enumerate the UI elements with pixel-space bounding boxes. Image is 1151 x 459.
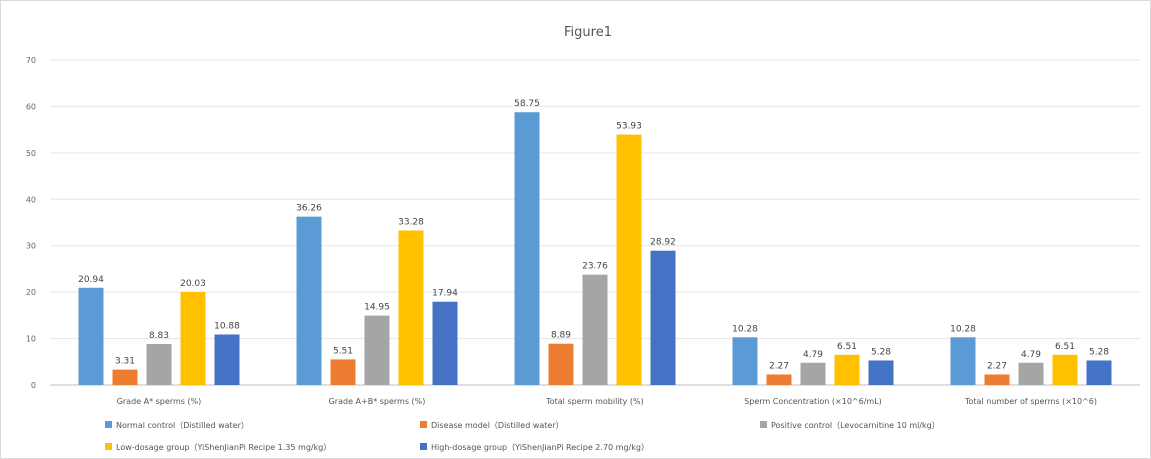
data-label: 10.28: [950, 324, 976, 334]
y-tick-label: 50: [26, 149, 36, 158]
data-label: 5.51: [333, 346, 353, 356]
x-category-label: Sperm Concentration (×10^6/mL): [744, 397, 882, 406]
data-label: 17.94: [432, 289, 458, 299]
data-label: 6.51: [1055, 342, 1075, 352]
data-label: 2.27: [769, 361, 789, 371]
data-label: 8.89: [551, 331, 571, 341]
data-label: 6.51: [837, 342, 857, 352]
bar: [514, 112, 540, 385]
legend-entry: Positive control（Levocarnitine 10 ml/kg）: [771, 421, 940, 430]
x-category-label: Total sperm mobility (%): [545, 397, 644, 406]
bar: [616, 134, 642, 385]
data-label: 10.88: [214, 321, 240, 331]
y-axis-ticks: 0 10 20 30 40 50 60 70: [26, 56, 36, 390]
legend-entry: High-dosage group（YiShenJianPi Recipe 2.…: [431, 443, 649, 452]
y-tick-label: 10: [26, 335, 36, 344]
bar: [766, 374, 792, 385]
bar: [548, 343, 574, 385]
data-label: 33.28: [398, 217, 424, 227]
bar: [146, 344, 172, 385]
data-label: 36.26: [296, 204, 322, 214]
legend-swatch: [420, 421, 427, 428]
bar: [112, 369, 138, 385]
bar: [214, 334, 240, 385]
data-label: 58.75: [514, 99, 540, 109]
bar: [950, 337, 976, 385]
y-tick-label: 60: [26, 102, 36, 111]
bar: [800, 362, 826, 385]
data-label: 23.76: [582, 262, 608, 272]
bar: [984, 374, 1010, 385]
bar: [1086, 360, 1112, 385]
data-labels: 20.94 3.31 8.83 20.03 10.88 36.26 5.51 14.95 33.…: [78, 99, 1109, 371]
data-label: 2.27: [987, 361, 1007, 371]
y-tick-label: 0: [31, 381, 36, 390]
legend-entry: Normal control（Distilled water）: [116, 421, 249, 430]
bar: [732, 337, 758, 385]
data-label: 20.03: [180, 279, 206, 289]
y-tick-label: 20: [26, 288, 36, 297]
bar: [180, 292, 206, 385]
data-label: 8.83: [149, 331, 169, 341]
x-category-label: Total number of sperms (×10^6): [964, 397, 1097, 406]
bar: [330, 359, 356, 385]
x-category-label: Grade A+B* sperms (%): [329, 397, 426, 406]
data-label: 53.93: [616, 122, 642, 132]
data-label: 20.94: [78, 275, 104, 285]
data-label: 10.28: [732, 324, 758, 334]
bar: [868, 360, 894, 385]
x-category-label: Grade A* sperms (%): [117, 397, 202, 406]
data-label: 28.92: [650, 238, 676, 248]
bar: [398, 230, 424, 385]
legend-entry: Disease model（Distilled water）: [431, 421, 564, 430]
bar: [1052, 354, 1078, 385]
y-tick-label: 70: [26, 56, 36, 65]
bar: [364, 315, 390, 385]
data-label: 4.79: [1021, 350, 1041, 360]
y-tick-label: 30: [26, 242, 36, 251]
bar: [582, 274, 608, 385]
data-label: 5.28: [871, 347, 891, 357]
bar: [296, 216, 322, 385]
legend-entry: Low-dosage group（YiShenJianPi Recipe 1.3…: [116, 443, 331, 452]
legend-swatch: [760, 421, 767, 428]
x-axis-categories: Grade A* sperms (%) Grade A+B* sperms (%)…: [117, 397, 1097, 406]
bar: [834, 354, 860, 385]
legend-swatch: [420, 443, 427, 450]
data-label: 3.31: [115, 357, 135, 367]
y-tick-label: 40: [26, 195, 36, 204]
bar: [1018, 362, 1044, 385]
legend-swatch: [105, 421, 112, 428]
chart-title: Figure1: [564, 25, 612, 40]
bar: [432, 301, 458, 385]
data-label: 4.79: [803, 350, 823, 360]
bar: [78, 287, 104, 385]
bars: [78, 112, 1112, 385]
data-label: 5.28: [1089, 347, 1109, 357]
legend: Normal control（Distilled water） Disease m…: [105, 421, 940, 452]
data-label: 14.95: [364, 303, 390, 313]
bar: [650, 250, 676, 385]
legend-swatch: [105, 443, 112, 450]
